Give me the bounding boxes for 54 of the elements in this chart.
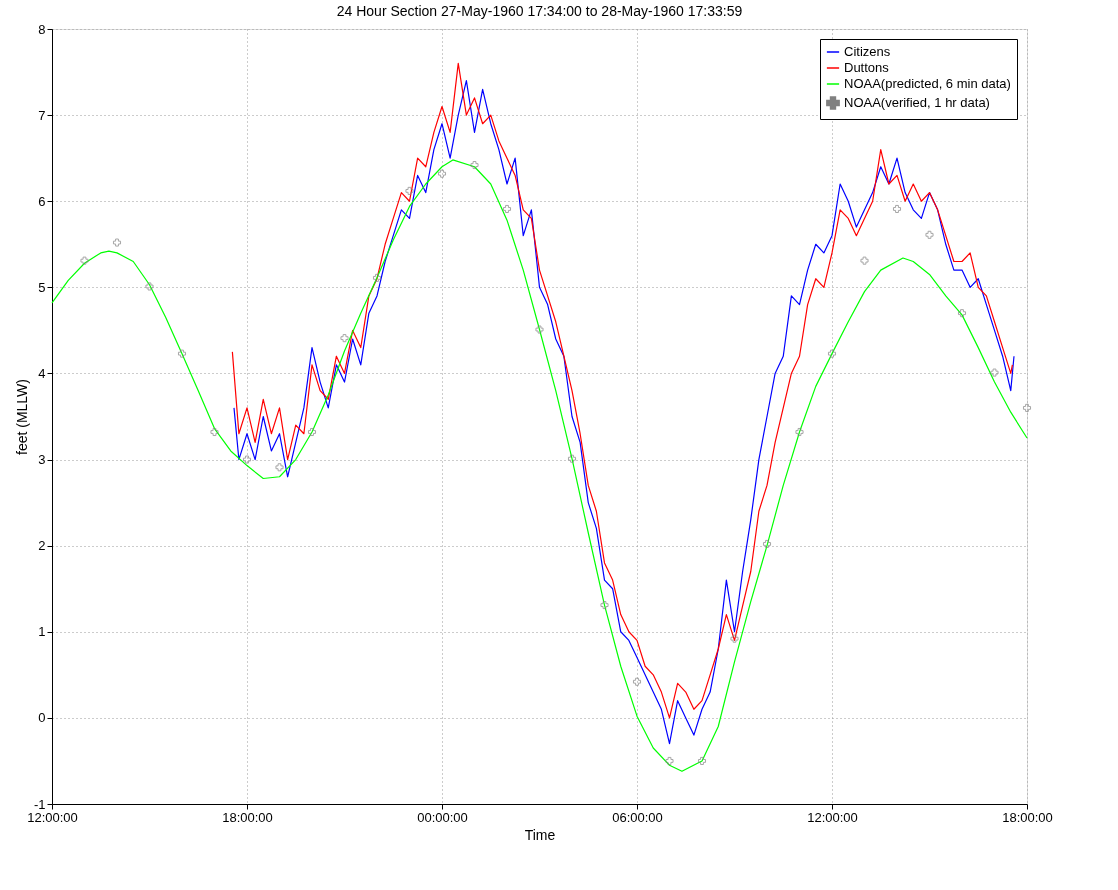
line-series (51, 159, 1028, 772)
y-tick-label: 0 (38, 710, 46, 726)
point (892, 204, 902, 214)
x-tick-label: 18:00:00 (1002, 809, 1053, 825)
point (860, 256, 869, 265)
x-tick-label: 00:00:00 (417, 809, 468, 825)
y-tick-label: 8 (38, 21, 46, 37)
point (925, 230, 934, 239)
point (275, 463, 284, 472)
point (1022, 403, 1032, 412)
point (665, 756, 674, 765)
y-tick-label: 6 (38, 193, 46, 209)
x-tick-label: 12:00:00 (807, 809, 858, 825)
point (372, 273, 382, 282)
point (470, 161, 479, 170)
point (210, 427, 219, 437)
legend-label: NOAA(verified, 1 hr data) (844, 95, 990, 110)
legend-label: Citizens (844, 44, 891, 59)
point (145, 282, 154, 291)
point (697, 756, 707, 765)
chart-title: 24 Hour Section 27-May-1960 17:34:00 to 28-May-1960 17:33:59 (336, 3, 743, 19)
point (112, 238, 122, 247)
point (567, 454, 577, 463)
point (80, 256, 89, 265)
y-tick-label: 5 (38, 279, 46, 295)
y-tick-label: 3 (38, 452, 46, 468)
y-tick-label: 4 (38, 365, 46, 381)
point (535, 325, 544, 334)
y-tick-label: 1 (38, 624, 46, 640)
y-tick-label: 7 (38, 107, 46, 123)
point (405, 186, 414, 195)
y-tick-label: -1 (33, 796, 46, 812)
x-axis-title: Time (524, 826, 556, 843)
point (307, 427, 317, 437)
point (762, 539, 772, 548)
y-axis-title: feet (MLLW) (13, 379, 30, 455)
point (990, 368, 999, 377)
legend-label: Duttons (844, 60, 890, 75)
x-tick-label: 06:00:00 (612, 809, 663, 825)
point (242, 455, 252, 464)
point (177, 349, 187, 358)
point (600, 601, 609, 610)
point (827, 349, 837, 358)
legend-label: NOAA(predicted, 6 min data) (844, 76, 1011, 91)
x-tick-label: 12:00:00 (27, 809, 78, 825)
x-tick-label: 18:00:00 (222, 809, 273, 825)
point (437, 169, 447, 178)
point (340, 334, 349, 343)
point (632, 677, 642, 686)
point (795, 427, 804, 437)
point (730, 634, 739, 643)
point (957, 309, 967, 318)
y-tick-label: 2 (38, 538, 46, 554)
point (502, 204, 512, 214)
